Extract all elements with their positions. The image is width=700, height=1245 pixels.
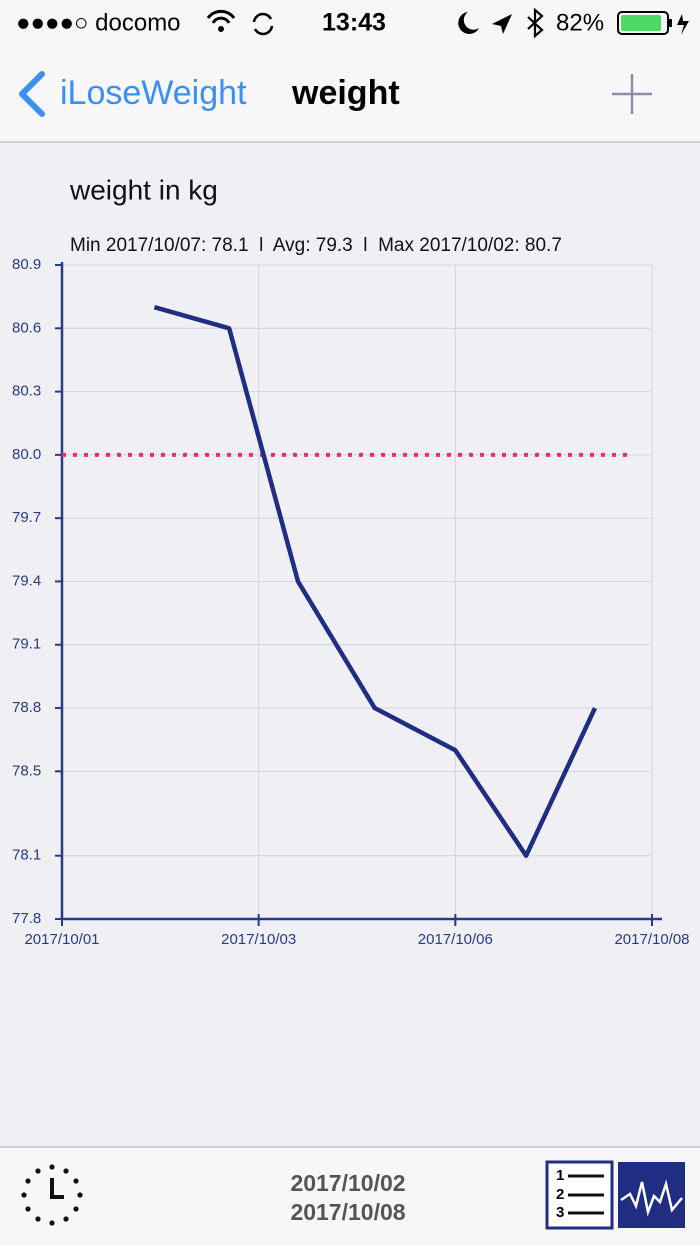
history-button[interactable] <box>21 1164 83 1226</box>
y-tick-label: 78.1 <box>12 847 41 864</box>
back-button[interactable]: iLoseWeight <box>60 74 247 112</box>
svg-text:1: 1 <box>556 1167 564 1184</box>
location-icon <box>492 14 512 34</box>
x-tick-label: 2017/10/08 <box>614 931 689 948</box>
carrier: ●●●●○ docomo <box>16 9 181 36</box>
wifi-icon <box>206 9 236 24</box>
bluetooth-icon <box>527 7 544 39</box>
x-tick-label: 2017/10/01 <box>24 931 99 948</box>
range-end: 2017/10/08 <box>290 1199 405 1225</box>
range-start: 2017/10/02 <box>290 1170 405 1196</box>
y-tick-label: 79.7 <box>12 509 41 526</box>
list-button[interactable]: 1 23 <box>545 1160 614 1230</box>
battery <box>617 11 669 35</box>
battery-level: 82% <box>556 9 604 36</box>
svg-text:3: 3 <box>556 1204 564 1221</box>
svg-text:2: 2 <box>556 1186 564 1203</box>
chart-button[interactable] <box>618 1162 685 1228</box>
y-tick-label: 80.3 <box>12 383 41 400</box>
battery-fill <box>621 15 661 31</box>
x-tick-label: 2017/10/03 <box>221 931 296 948</box>
x-tick-label: 2017/10/06 <box>418 931 493 948</box>
y-tick-label: 80.6 <box>12 319 41 336</box>
y-tick-label: 78.5 <box>12 762 41 779</box>
y-tick-label: 78.8 <box>12 699 41 716</box>
moon-icon <box>458 12 479 34</box>
nav-title: weight <box>291 74 400 112</box>
add-button[interactable] <box>612 74 652 114</box>
plot: 77.8 78.1 78.5 78.8 79.1 79.4 79.7 80.0 80.3 80.6… <box>12 256 690 948</box>
chart-title: weight in kg <box>69 174 218 205</box>
header-bg <box>0 0 700 142</box>
y-tick-label: 80.9 <box>12 256 41 273</box>
clock: 13:43 <box>322 9 386 37</box>
back-arrow[interactable] <box>19 71 45 117</box>
y-tick-label: 79.4 <box>12 572 41 589</box>
y-tick-label: 79.1 <box>12 636 41 653</box>
chart-subtitle: Min 2017/10/07: 78.1 l Avg: 79.3 l Max 2… <box>70 235 562 256</box>
y-tick-label: 80.0 <box>12 446 41 463</box>
y-tick-label: 77.8 <box>12 910 41 927</box>
wifi-dot <box>218 26 224 32</box>
sync-icon <box>252 12 274 36</box>
battery-tip <box>669 19 672 27</box>
weight-line <box>153 305 598 858</box>
charging-icon <box>677 14 689 35</box>
